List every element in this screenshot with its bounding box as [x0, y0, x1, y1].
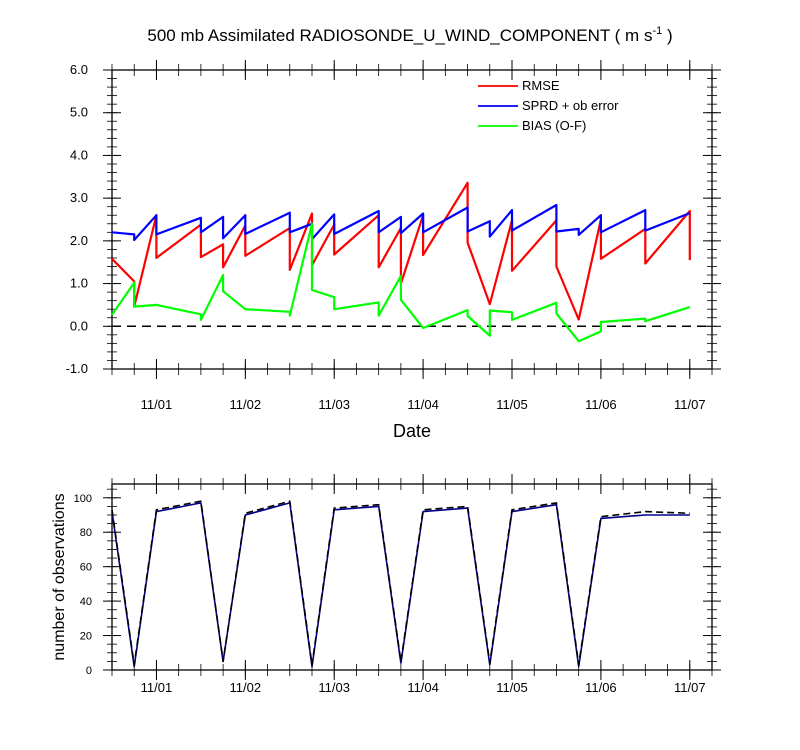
- bottom-x-tick-label: 11/07: [674, 680, 706, 695]
- bottom-y-axis-label: number of observations: [51, 493, 68, 660]
- top-y-tick-label: 2.0: [70, 233, 88, 248]
- bottom-y-tick-label: 80: [80, 527, 92, 539]
- bottom-y-tick-label: 40: [80, 596, 92, 608]
- title-exponent: -1: [652, 25, 662, 37]
- top-x-tick-label: 11/06: [585, 397, 617, 412]
- bottom-x-tick-label: 11/02: [230, 680, 262, 695]
- top-y-tick-label: 5.0: [70, 105, 88, 120]
- top-y-tick-label: 1.0: [70, 276, 88, 291]
- bottom-y-tick-label: 20: [80, 631, 92, 643]
- top-y-tick-label: 3.0: [70, 190, 88, 205]
- title-main: 500 mb Assimilated RADIOSONDE_U_WIND_COM…: [147, 26, 652, 45]
- bottom-x-tick-label: 11/01: [141, 680, 173, 695]
- chart-title: 500 mb Assimilated RADIOSONDE_U_WIND_COM…: [147, 25, 672, 45]
- bottom-x-tick-label: 11/03: [318, 680, 350, 695]
- top-series-rmse: [111, 181, 691, 321]
- top-x-tick-label: 11/01: [141, 397, 173, 412]
- top-x-tick-label: 11/07: [674, 397, 706, 412]
- top-x-tick-label: 11/04: [407, 397, 439, 412]
- bottom-series-possible-observations: [111, 500, 690, 666]
- bottom-plot-frame: [111, 483, 713, 671]
- top-x-tick-label: 11/03: [318, 397, 350, 412]
- top-x-tick-label: 11/02: [230, 397, 262, 412]
- bottom-x-tick-label: 11/04: [407, 680, 439, 695]
- title-tail: ): [662, 26, 672, 45]
- top-y-tick-label: 4.0: [70, 147, 88, 162]
- bottom-x-tick-label: 11/05: [496, 680, 528, 695]
- bottom-x-tick-label: 11/06: [585, 680, 617, 695]
- top-series-bias-o-f: [111, 222, 691, 343]
- top-plot-frame: [111, 69, 713, 370]
- legend-label-rmse: RMSE: [522, 78, 560, 93]
- top-x-tick-label: 11/05: [496, 397, 528, 412]
- legend: RMSE SPRD + ob error BIAS (O-F): [478, 78, 619, 133]
- legend-label-sprd: SPRD + ob error: [522, 98, 619, 113]
- legend-label-bias: BIAS (O-F): [522, 118, 586, 133]
- top-y-tick-label: -1.0: [66, 361, 88, 376]
- top-y-tick-label: 6.0: [70, 62, 88, 77]
- top-series-sprd-ob-error: [111, 203, 691, 242]
- bottom-y-tick-label: 60: [80, 562, 92, 574]
- bottom-y-tick-label: 0: [86, 665, 92, 677]
- top-x-axis-label: Date: [393, 421, 431, 441]
- bottom-y-tick-label: 100: [74, 493, 92, 505]
- bottom-series-assimilated-observations: [111, 502, 690, 668]
- top-y-tick-label: 0.0: [70, 318, 88, 333]
